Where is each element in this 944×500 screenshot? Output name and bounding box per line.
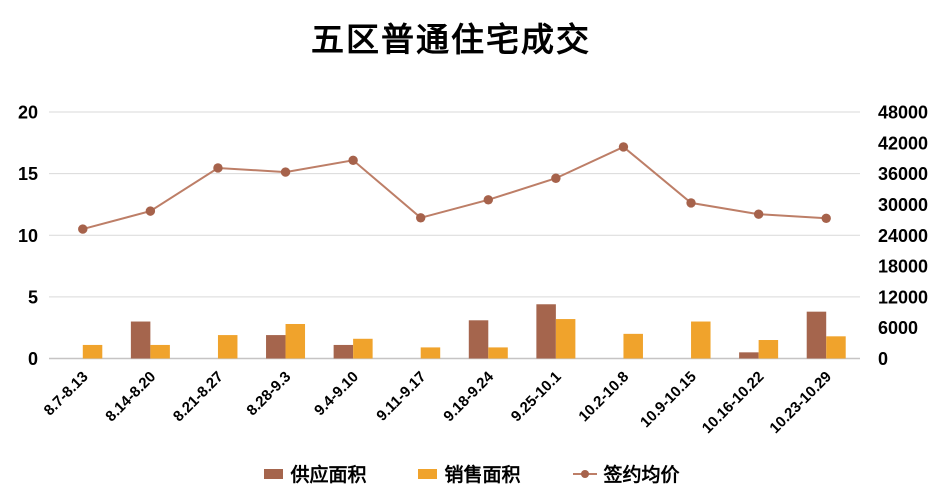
sales-swatch-icon — [418, 468, 438, 479]
legend-label-sales: 销售面积 — [444, 465, 521, 486]
left-axis-tick-label: 0 — [28, 349, 38, 369]
x-axis-label: 9.11-9.17 — [373, 368, 429, 424]
supply-bar — [806, 311, 827, 359]
price-marker — [213, 163, 223, 173]
left-axis-tick-label: 10 — [18, 226, 38, 246]
x-axis-label: 9.18-9.24 — [440, 368, 497, 425]
price-marker — [753, 209, 764, 219]
price-marker — [551, 173, 561, 183]
sales-bar — [691, 321, 711, 359]
chart-title: 五区普通住宅成交 — [311, 21, 591, 58]
x-axis-label: 8.21-8.27 — [170, 368, 227, 425]
price-marker — [821, 213, 831, 224]
right-axis-tick-label: 48000 — [878, 103, 928, 123]
price-marker — [483, 195, 493, 205]
price-marker — [78, 224, 88, 234]
sales-bar — [623, 333, 643, 359]
sales-bar — [217, 335, 238, 359]
left-axis-tick-label: 20 — [18, 103, 38, 123]
right-axis-tick-label: 0 — [878, 349, 888, 369]
supply-bar — [536, 304, 556, 359]
x-axis-label: 8.14-8.20 — [102, 368, 159, 425]
sales-bar — [150, 344, 170, 359]
x-axis-label: 8.7-8.13 — [41, 368, 92, 419]
price-line — [82, 145, 827, 231]
price-marker — [618, 142, 629, 152]
price-line-swatch-icon — [572, 469, 597, 479]
x-axis-label: 9.25-10.1 — [508, 368, 565, 425]
x-axis-label: 10.23-10.29 — [766, 368, 835, 437]
sales-bar — [82, 344, 103, 359]
price-line-marker — [580, 469, 589, 478]
right-axis-tick-label: 36000 — [878, 164, 928, 184]
supply-bar — [130, 321, 151, 359]
supply-swatch-icon — [264, 468, 284, 479]
supply-bar — [266, 335, 286, 359]
left-axis-tick-label: 5 — [28, 287, 38, 307]
right-axis-tick-label: 24000 — [878, 226, 928, 246]
sales-bar — [353, 338, 373, 359]
supply-bar — [468, 320, 489, 359]
supply-bar — [739, 352, 759, 359]
sales-bar — [826, 336, 846, 359]
right-axis-tick-label: 18000 — [878, 257, 928, 277]
x-axis-label: 10.9-10.15 — [637, 368, 700, 431]
price-marker — [416, 213, 426, 223]
price-marker — [686, 198, 696, 208]
left-axis-tick-label: 15 — [18, 164, 38, 184]
supply-bar — [333, 344, 354, 359]
right-axis-tick-label: 30000 — [878, 195, 928, 215]
x-axis-label: 10.2-10.8 — [575, 368, 632, 425]
sales-bar — [758, 340, 779, 359]
price-marker — [280, 167, 291, 177]
sales-bar — [420, 347, 441, 359]
legend-item-sales: 销售面积 — [418, 460, 521, 487]
right-axis-tick-label: 42000 — [878, 133, 928, 153]
legend: 供应面积 销售面积 签约均价 — [0, 460, 944, 487]
legend-item-price: 签约均价 — [572, 460, 680, 487]
sales-bar — [285, 323, 306, 359]
legend-label-price: 签约均价 — [603, 465, 680, 486]
legend-item-supply: 供应面积 — [264, 460, 366, 487]
right-axis-tick-label: 6000 — [878, 318, 918, 338]
legend-label-supply: 供应面积 — [290, 465, 367, 486]
price-marker — [145, 206, 156, 216]
x-axis-label: 8.28-9.3 — [243, 368, 294, 419]
right-axis-tick-label: 12000 — [878, 287, 928, 307]
x-axis-label: 10.16-10.22 — [699, 368, 768, 437]
price-marker — [348, 155, 358, 165]
sales-bar — [555, 319, 576, 359]
sales-bar — [488, 347, 508, 359]
x-axis-label: 9.4-9.10 — [311, 368, 362, 419]
